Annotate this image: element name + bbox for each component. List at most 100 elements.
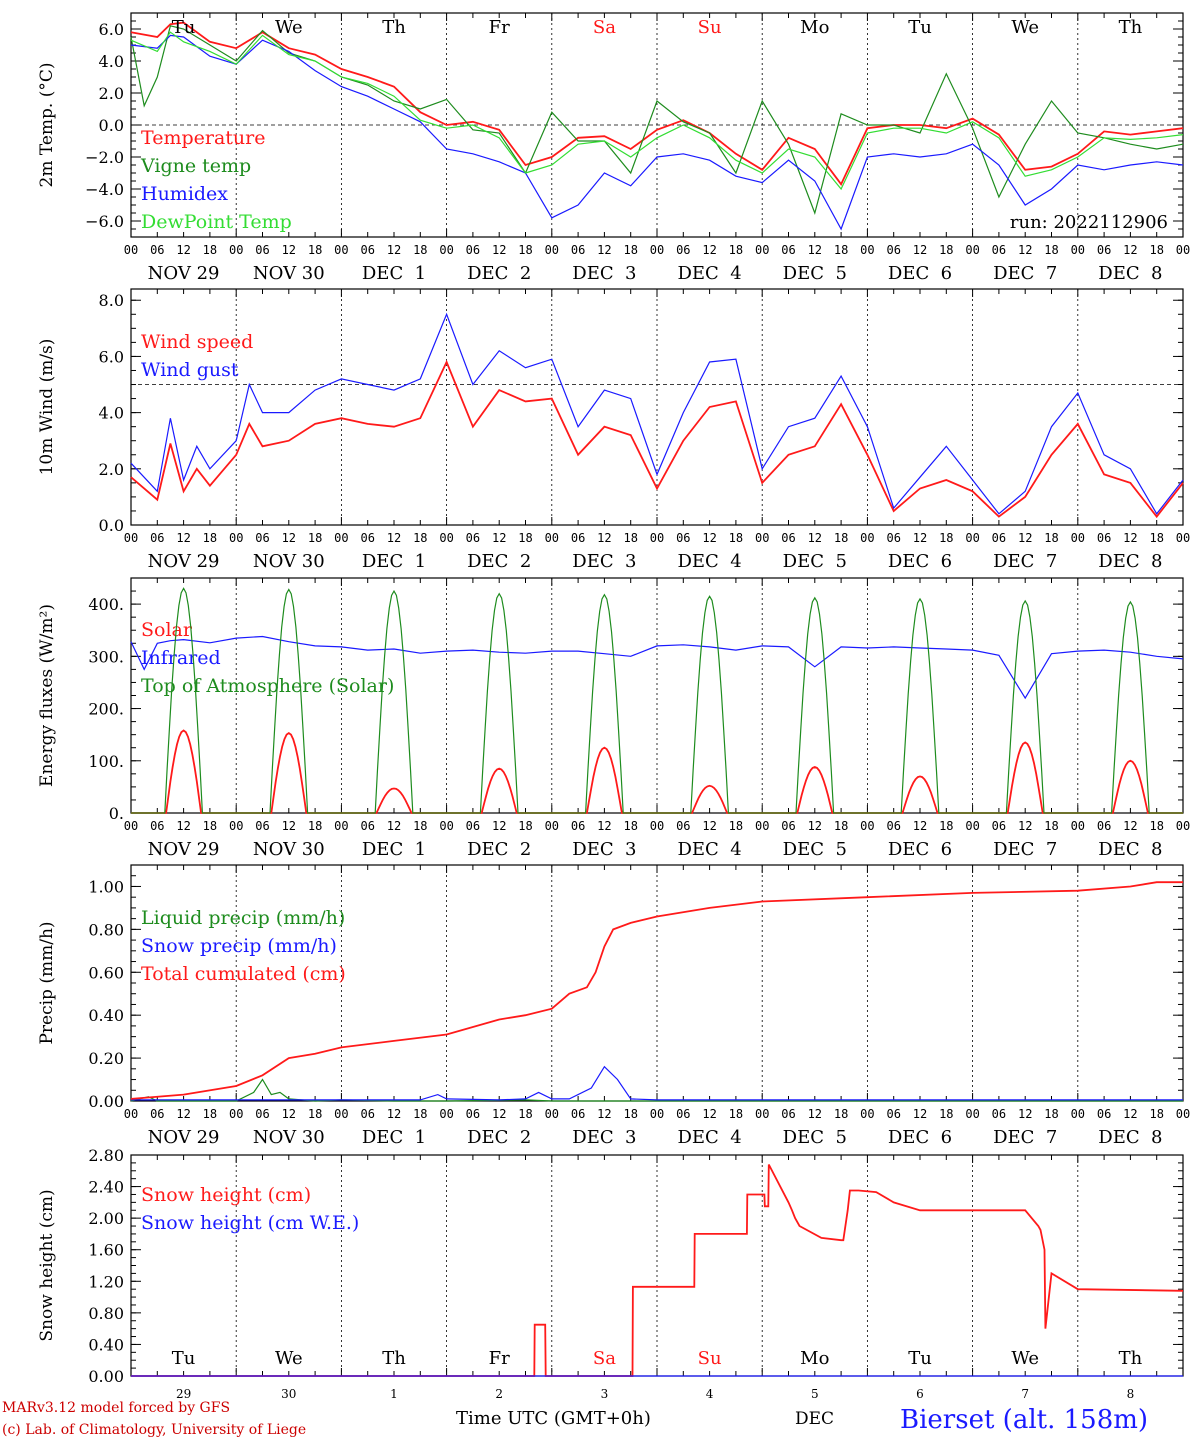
energy-hour-label: 00 [334, 819, 348, 833]
energy-hour-label: 00 [650, 819, 664, 833]
precip-hour-label: 00 [229, 1107, 243, 1121]
precip-date-label: DEC 7 [993, 1127, 1057, 1148]
wind-hour-label: 18 [203, 531, 217, 545]
temp-y-axis-label: 2m Temp. (°C) [37, 62, 57, 187]
precip-hour-label: 06 [360, 1107, 374, 1121]
energy-hour-label: 06 [676, 819, 690, 833]
day-name-inside: Th [1119, 1348, 1143, 1369]
wind-hour-label: 12 [702, 531, 716, 545]
wind-hour-label: 06 [571, 531, 585, 545]
precip-y-tick-label: 0.40 [88, 1006, 124, 1025]
energy-date-label: DEC 1 [362, 839, 426, 860]
wind-series-line [130, 359, 1184, 519]
energy-hour-label: 06 [781, 819, 795, 833]
temp-hour-label: 12 [492, 243, 506, 257]
temp-date-label: DEC 6 [888, 263, 952, 284]
temp-series-line [130, 25, 1184, 215]
wind-hour-label: 18 [413, 531, 427, 545]
temp-legend-entry: Temperature [141, 127, 265, 149]
energy-hour-label: 00 [1071, 819, 1085, 833]
day-number-label: 4 [706, 1387, 714, 1401]
wind-hour-label: 12 [597, 531, 611, 545]
precip-series-line [130, 881, 1183, 1100]
energy-hour-label: 00 [545, 819, 559, 833]
wind-hour-label: 18 [308, 531, 322, 545]
temp-hour-label: 12 [1123, 243, 1137, 257]
snow-y-tick-label: 2.80 [88, 1146, 124, 1165]
precip-hour-label: 00 [860, 1107, 874, 1121]
day-number-label: 5 [811, 1387, 819, 1401]
temp-hour-label: 12 [176, 243, 190, 257]
precip-y-tick-label: 0.60 [88, 963, 124, 982]
snow-y-tick-label: 0.00 [88, 1367, 124, 1386]
snow-legend-entry: Snow height (cm) [141, 1184, 311, 1206]
energy-hour-label: 06 [360, 819, 374, 833]
precip-date-label: DEC 6 [888, 1127, 952, 1148]
precip-hour-label: 06 [992, 1107, 1006, 1121]
day-name-top: Tu [908, 17, 932, 38]
precip-hour-label: 00 [1176, 1107, 1190, 1121]
temp-hour-label: 18 [834, 243, 848, 257]
temp-y-tick-label: 0.0 [99, 116, 124, 135]
snow-legend-entry: Snow height (cm W.E.) [141, 1212, 359, 1234]
energy-legend-entry: Solar [141, 619, 193, 641]
wind-hour-label: 18 [1044, 531, 1058, 545]
energy-date-label: NOV 30 [253, 839, 325, 860]
day-name-inside: Tu [908, 1348, 932, 1369]
precip-hour-label: 00 [965, 1107, 979, 1121]
energy-y-tick-label: 200. [88, 700, 124, 719]
energy-hour-label: 00 [439, 819, 453, 833]
wind-hour-label: 18 [623, 531, 637, 545]
precip-hour-label: 06 [255, 1107, 269, 1121]
wind-date-label: NOV 30 [253, 551, 325, 572]
energy-hour-label: 00 [124, 819, 138, 833]
snow-y-axis-label: Snow height (cm) [37, 1189, 57, 1341]
precip-hour-label: 18 [1149, 1107, 1163, 1121]
wind-date-label: DEC 8 [1098, 551, 1162, 572]
wind-hour-label: 00 [755, 531, 769, 545]
footer: MARv3.12 model forced by GFS (c) Lab. of… [2, 1400, 1148, 1438]
precip-hour-label: 06 [150, 1107, 164, 1121]
temp-series-line [130, 21, 1184, 186]
energy-hour-label: 18 [623, 819, 637, 833]
precip-hour-label: 12 [492, 1107, 506, 1121]
precip-hour-label: 12 [176, 1107, 190, 1121]
energy-hour-label: 12 [808, 819, 822, 833]
precip-y-tick-label: 1.00 [88, 877, 124, 896]
precip-hour-label: 12 [282, 1107, 296, 1121]
precip-hour-label: 06 [676, 1107, 690, 1121]
wind-hour-label: 06 [1097, 531, 1111, 545]
energy-hour-label: 06 [571, 819, 585, 833]
precip-legend-entry: Liquid precip (mm/h) [141, 907, 345, 929]
station-label: Bierset (alt. 158m) [900, 1405, 1148, 1435]
panel-10m-wind: 8.0 6.0 4.0 2.0 0.0 10m Wind (m/s) Wind speed W… [37, 288, 1190, 572]
wind-hour-label: 06 [781, 531, 795, 545]
snow-y-tick-label: 0.80 [88, 1304, 124, 1323]
wind-date-label: DEC 3 [572, 551, 636, 572]
day-name-top: Sa [593, 17, 616, 38]
wind-date-label: DEC 4 [677, 551, 741, 572]
energy-hour-label: 12 [492, 819, 506, 833]
day-number-label: 30 [281, 1387, 296, 1401]
precip-hour-label: 18 [623, 1107, 637, 1121]
temp-hour-label: 12 [913, 243, 927, 257]
temp-hour-label: 00 [755, 243, 769, 257]
precip-hour-label: 12 [808, 1107, 822, 1121]
temp-hour-label: 12 [1018, 243, 1032, 257]
wind-hour-label: 12 [913, 531, 927, 545]
temp-date-label: NOV 30 [253, 263, 325, 284]
model-credit: MARv3.12 model forced by GFS [2, 1400, 230, 1416]
day-number-label: 1 [390, 1387, 398, 1401]
wind-hour-label: 12 [176, 531, 190, 545]
energy-hour-label: 18 [729, 819, 743, 833]
precip-y-tick-label: 0.80 [88, 920, 124, 939]
temp-date-label: DEC 3 [572, 263, 636, 284]
run-label: run: 2022112906 [1010, 212, 1168, 233]
precip-y-axis-label: Precip (mm/h) [37, 921, 57, 1044]
precip-hour-label: 00 [334, 1107, 348, 1121]
temp-hour-label: 00 [334, 243, 348, 257]
precip-hour-label: 12 [597, 1107, 611, 1121]
precip-date-label: DEC 8 [1098, 1127, 1162, 1148]
day-name-inside: We [1011, 1348, 1039, 1369]
